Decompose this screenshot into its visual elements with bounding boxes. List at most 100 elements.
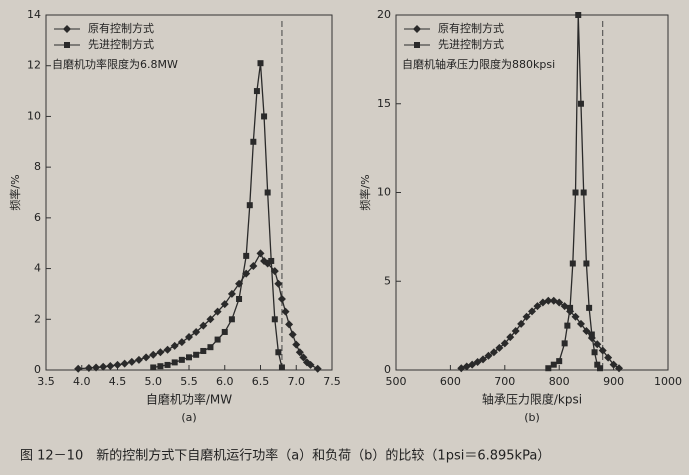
y-axis-title: 频率/% bbox=[8, 174, 22, 210]
data-point bbox=[178, 356, 185, 363]
y-tick-label: 0 bbox=[384, 363, 391, 376]
annotation: 自磨机功率限度为6.8MW bbox=[52, 57, 178, 71]
data-point bbox=[106, 361, 115, 370]
data-point bbox=[571, 312, 580, 321]
data-point bbox=[591, 349, 598, 356]
data-point bbox=[615, 364, 624, 373]
data-point bbox=[313, 364, 322, 373]
data-point bbox=[246, 202, 253, 209]
data-point bbox=[149, 350, 158, 359]
x-tick-label: 7.5 bbox=[323, 375, 341, 388]
data-point bbox=[593, 340, 602, 349]
y-tick-label: 8 bbox=[34, 160, 41, 173]
data-point bbox=[299, 353, 308, 362]
data-point bbox=[281, 307, 290, 316]
data-point bbox=[598, 346, 607, 355]
data-point bbox=[243, 252, 250, 259]
annotation: 自磨机轴承压力限度为880kpsi bbox=[402, 57, 555, 71]
y-tick-label: 4 bbox=[34, 262, 41, 275]
data-point bbox=[142, 353, 151, 362]
data-point bbox=[256, 249, 265, 258]
x-tick-label: 4.0 bbox=[73, 375, 91, 388]
data-point bbox=[295, 348, 304, 357]
legend-label: 先进控制方式 bbox=[88, 37, 154, 51]
y-tick-label: 5 bbox=[384, 274, 391, 287]
data-point bbox=[489, 348, 498, 357]
data-point bbox=[597, 365, 603, 372]
data-point bbox=[134, 355, 143, 364]
data-point bbox=[199, 321, 208, 330]
data-point bbox=[120, 359, 129, 368]
data-point bbox=[572, 189, 579, 196]
data-point bbox=[561, 340, 568, 347]
data-point bbox=[257, 60, 264, 67]
data-point bbox=[586, 304, 593, 311]
data-point bbox=[250, 138, 257, 145]
x-axis-title: 轴承压力限度/kpsi bbox=[482, 392, 582, 407]
data-point bbox=[192, 327, 201, 336]
data-point bbox=[156, 348, 165, 357]
y-tick-label: 15 bbox=[377, 97, 391, 110]
x-tick-label: 7.0 bbox=[288, 375, 306, 388]
data-point bbox=[564, 322, 571, 329]
y-tick-label: 6 bbox=[34, 211, 41, 224]
data-point bbox=[127, 357, 136, 366]
legend-marker bbox=[413, 25, 421, 33]
data-point bbox=[604, 353, 613, 362]
data-point bbox=[264, 189, 271, 196]
y-tick-label: 12 bbox=[27, 59, 41, 72]
data-point bbox=[207, 344, 214, 351]
data-point bbox=[533, 302, 542, 311]
data-point bbox=[583, 260, 590, 267]
data-point bbox=[214, 336, 221, 343]
data-point bbox=[522, 312, 531, 321]
data-point bbox=[268, 257, 275, 264]
data-point bbox=[171, 359, 178, 366]
data-point bbox=[550, 361, 557, 368]
data-point bbox=[206, 315, 215, 324]
x-axis-title: 自磨机功率/MW bbox=[146, 392, 232, 407]
data-point bbox=[560, 302, 569, 311]
data-point bbox=[261, 113, 268, 120]
y-tick-label: 2 bbox=[34, 312, 41, 325]
legend-marker bbox=[64, 42, 70, 48]
data-point bbox=[164, 361, 171, 368]
legend-label: 原有控制方式 bbox=[88, 21, 154, 35]
x-tick-label: 5.5 bbox=[180, 375, 198, 388]
data-point bbox=[193, 351, 200, 358]
data-point bbox=[249, 262, 258, 271]
x-tick-label: 500 bbox=[386, 375, 407, 388]
data-point bbox=[163, 345, 172, 354]
data-point bbox=[227, 289, 236, 298]
data-point bbox=[253, 88, 260, 95]
x-tick-label: 900 bbox=[603, 375, 624, 388]
data-point bbox=[594, 361, 601, 368]
data-point bbox=[275, 349, 282, 356]
data-point bbox=[609, 360, 618, 369]
data-point bbox=[200, 347, 207, 354]
y-tick-label: 20 bbox=[377, 8, 391, 21]
data-point bbox=[170, 341, 179, 350]
data-point bbox=[277, 295, 286, 303]
data-point bbox=[92, 363, 101, 372]
data-point bbox=[213, 307, 222, 316]
data-point bbox=[274, 279, 283, 288]
data-point bbox=[74, 364, 83, 373]
data-point bbox=[186, 354, 192, 361]
legend-label: 原有控制方式 bbox=[438, 21, 504, 35]
data-point bbox=[271, 316, 278, 323]
data-point bbox=[588, 331, 595, 338]
x-tick-label: 4.5 bbox=[109, 375, 127, 388]
data-point bbox=[150, 364, 157, 371]
data-point bbox=[580, 189, 587, 196]
data-point bbox=[479, 355, 488, 364]
legend-marker bbox=[414, 42, 420, 48]
data-point bbox=[575, 12, 582, 18]
y-tick-label: 0 bbox=[34, 363, 41, 376]
y-tick-label: 10 bbox=[377, 186, 391, 199]
data-point bbox=[468, 360, 477, 369]
data-point bbox=[567, 304, 574, 311]
series-line bbox=[78, 251, 319, 370]
legend-marker bbox=[63, 25, 71, 33]
